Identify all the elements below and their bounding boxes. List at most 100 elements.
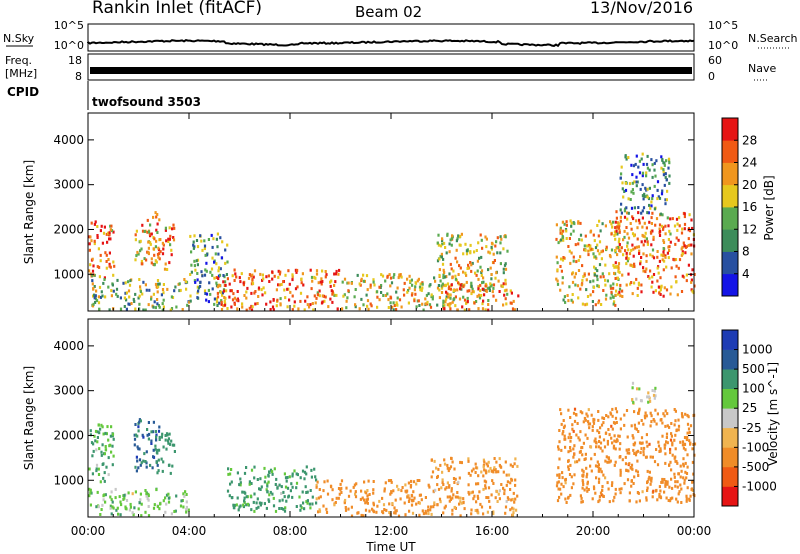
power-echo-cell — [627, 236, 631, 240]
power-echo-cell — [561, 220, 564, 224]
velocity-echo-cell — [595, 445, 598, 449]
velocity-echo-cell — [448, 499, 451, 503]
velocity-echo-cell — [611, 414, 614, 418]
velocity-echo-cell — [470, 491, 473, 495]
velocity-echo-cell — [606, 481, 609, 485]
power-echo-cell — [251, 282, 255, 286]
velocity-echo-cell — [442, 483, 445, 486]
velocity-echo-cell — [157, 458, 160, 462]
power-echo-cell — [555, 277, 558, 281]
velocity-echo-cell — [691, 447, 694, 451]
power-echo-cell — [150, 257, 153, 261]
velocity-echo-cell — [145, 492, 148, 496]
velocity-echo-cell — [514, 483, 517, 487]
power-echo-cell — [196, 285, 199, 289]
power-echo-cell — [630, 281, 633, 284]
power-echo-cell — [587, 243, 591, 247]
velocity-echo-cell — [272, 504, 276, 508]
velocity-echo-cell — [597, 418, 600, 422]
power-echo-cell — [465, 273, 468, 277]
velocity-echo-cell — [485, 496, 488, 499]
velocity-echo-cell — [326, 492, 330, 496]
power-echo-cell — [601, 249, 604, 253]
velocity-echo-cell — [437, 467, 440, 471]
power-echo-cell — [676, 228, 679, 232]
power-echo-cell — [566, 294, 569, 297]
power-echo-cell — [638, 218, 641, 222]
power-echo-cell — [626, 241, 629, 245]
power-echo-cell — [369, 285, 372, 289]
power-echo-cell — [135, 254, 138, 258]
velocity-echo-cell — [306, 501, 309, 505]
power-echo-cell — [189, 273, 192, 276]
power-echo-cell — [134, 307, 137, 311]
power-echo-cell — [140, 262, 143, 266]
power-echo-cell — [646, 211, 649, 215]
power-echo-cell — [373, 283, 376, 287]
power-echo-cell — [499, 241, 502, 245]
velocity-echo-cell — [306, 490, 309, 494]
power-echo-cell — [91, 279, 94, 283]
velocity-echo-cell — [562, 485, 565, 489]
velocity-echo-cell — [648, 475, 651, 479]
velocity-echo-cell — [118, 495, 121, 499]
power-echo-cell — [426, 300, 429, 304]
velocity-echo-cell — [632, 448, 635, 452]
power-echo-cell — [633, 206, 636, 210]
power-echo-cell — [651, 229, 654, 233]
velocity-echo-cell — [631, 434, 634, 438]
velocity-echo-cell — [614, 492, 617, 496]
power-echo-cell — [624, 181, 627, 185]
velocity-echo-cell — [688, 431, 691, 434]
velocity-colorbar-tick-label: -500 — [742, 460, 769, 474]
velocity-echo-cell — [625, 468, 628, 472]
power-echo-cell — [600, 257, 603, 261]
velocity-echo-cell — [631, 381, 635, 385]
velocity-echo-cell — [573, 407, 577, 411]
velocity-echo-cell — [663, 414, 666, 418]
power-colorbar-segment — [722, 118, 738, 141]
velocity-echo-cell — [289, 489, 292, 493]
power-echo-cell — [479, 233, 482, 237]
power-echo-cell — [112, 260, 115, 264]
power-echo-cell — [450, 267, 453, 271]
velocity-echo-cell — [467, 471, 470, 475]
velocity-echo-cell — [598, 498, 601, 502]
velocity-echo-cell — [654, 394, 657, 398]
velocity-echo-cell — [616, 439, 619, 443]
power-echo-cell — [680, 231, 684, 235]
power-echo-cell — [597, 299, 601, 303]
velocity-echo-cell — [120, 503, 123, 507]
velocity-echo-cell — [573, 473, 576, 477]
power-echo-cell — [618, 287, 622, 291]
velocity-echo-cell — [110, 450, 113, 454]
power-echo-cell — [155, 239, 158, 243]
velocity-colorbar-segment — [722, 466, 738, 487]
power-echo-cell — [645, 162, 649, 166]
power-echo-cell — [439, 279, 442, 283]
velocity-echo-cell — [169, 471, 172, 475]
velocity-echo-cell — [613, 495, 616, 499]
velocity-echo-cell — [250, 468, 254, 472]
velocity-echo-cell — [470, 508, 473, 512]
velocity-echo-cell — [673, 475, 676, 479]
velocity-echo-cell — [101, 443, 104, 447]
velocity-echo-cell — [578, 458, 581, 462]
velocity-echo-cell — [558, 440, 561, 444]
velocity-echo-cell — [618, 455, 621, 459]
velocity-echo-cell — [569, 416, 572, 419]
power-echo-cell — [613, 230, 617, 234]
power-echo-cell — [157, 282, 160, 286]
power-echo-cell — [477, 307, 480, 311]
velocity-echo-cell — [659, 496, 663, 500]
velocity-echo-cell — [679, 440, 682, 444]
power-echo-cell — [207, 288, 210, 292]
velocity-echo-cell — [601, 485, 604, 488]
power-echo-cell — [345, 306, 348, 310]
power-echo-cell — [291, 273, 294, 277]
power-echo-cell — [134, 233, 137, 237]
velocity-echo-cell — [89, 503, 92, 507]
power-echo-cell — [646, 195, 649, 199]
power-echo-cell — [481, 287, 484, 291]
power-echo-cell — [683, 244, 686, 248]
